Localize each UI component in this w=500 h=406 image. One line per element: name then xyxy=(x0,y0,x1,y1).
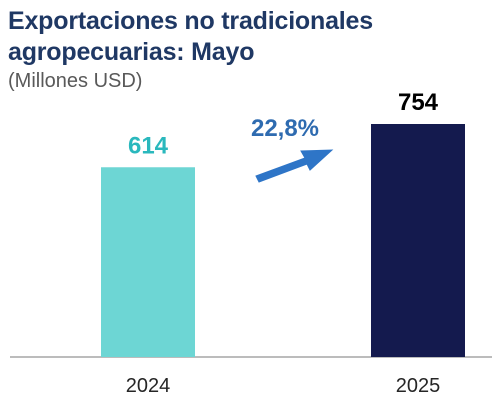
growth-arrow-icon xyxy=(255,149,334,183)
chart-title-line-1: Exportaciones no tradicionales xyxy=(8,7,373,35)
chart-title-line-2: agropecuarias: Mayo xyxy=(8,38,255,66)
chart-subtitle: (Millones USD) xyxy=(8,70,143,92)
value-label-2025: 754 xyxy=(398,89,439,116)
bars-group: 614 2024 754 2025 xyxy=(101,89,465,397)
value-label-2024: 614 xyxy=(128,132,169,159)
x-tick-label-2024: 2024 xyxy=(126,375,171,397)
growth-label: 22,8% xyxy=(251,115,319,142)
bar-2025 xyxy=(371,124,465,357)
x-tick-label-2025: 2025 xyxy=(396,375,441,397)
growth-arrow xyxy=(255,149,334,183)
chart-title: Exportaciones no tradicionales agropecua… xyxy=(8,6,373,68)
bar-2024 xyxy=(101,167,195,357)
